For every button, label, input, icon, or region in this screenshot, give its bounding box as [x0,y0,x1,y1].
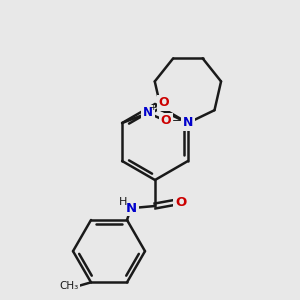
Text: O: O [176,196,187,208]
Text: O: O [159,97,170,110]
Text: N: N [125,202,136,214]
Text: O: O [161,115,171,128]
Text: −: − [171,116,181,126]
Text: H: H [119,197,127,207]
Text: +: + [149,103,157,112]
Text: N: N [183,116,193,130]
Text: CH₃: CH₃ [59,281,79,291]
Text: N: N [143,106,153,119]
